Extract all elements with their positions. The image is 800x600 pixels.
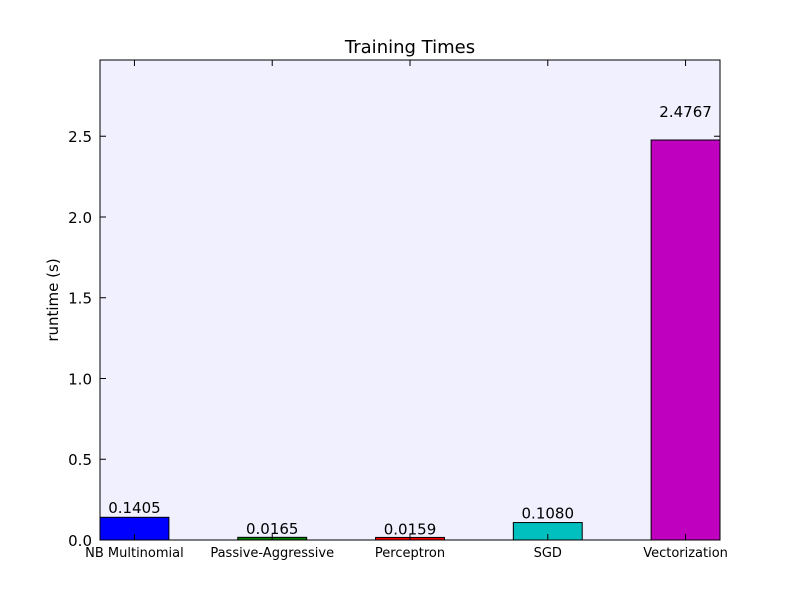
x-tick-label: SGD — [534, 546, 562, 561]
y-tick-label: 1.5 — [68, 290, 92, 308]
y-tick-label: 1.0 — [68, 370, 92, 388]
y-axis-label: runtime (s) — [44, 258, 62, 341]
data-label: 0.1080 — [522, 505, 575, 523]
y-tick-label: 2.0 — [68, 209, 92, 227]
y-tick-label: 0.5 — [68, 451, 92, 469]
data-label: 0.0159 — [384, 520, 437, 538]
plot-area — [100, 60, 720, 540]
bar — [650, 139, 721, 541]
plot-frame — [99, 59, 721, 541]
x-tick-label: Vectorization — [643, 546, 728, 561]
x-tick-label: NB Multinomial — [85, 546, 184, 561]
data-label: 2.4767 — [659, 103, 712, 121]
x-tick-label: Perceptron — [375, 546, 445, 561]
y-tick-label: 0.0 — [68, 532, 92, 550]
data-label: 0.0165 — [246, 520, 299, 538]
y-tick-label: 2.5 — [68, 128, 92, 146]
x-tick-label: Passive-Aggressive — [210, 546, 334, 561]
data-label: 0.1405 — [108, 499, 161, 517]
chart-title: Training Times — [344, 37, 475, 58]
